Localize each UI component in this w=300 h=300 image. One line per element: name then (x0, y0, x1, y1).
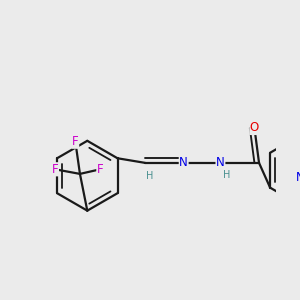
Text: N: N (179, 156, 188, 170)
Text: F: F (52, 163, 59, 176)
Text: H: H (223, 170, 231, 180)
Text: O: O (250, 122, 259, 134)
Text: N: N (216, 156, 225, 170)
Text: N: N (296, 171, 300, 184)
Text: H: H (146, 171, 153, 181)
Text: F: F (72, 135, 79, 148)
Text: F: F (97, 163, 104, 176)
